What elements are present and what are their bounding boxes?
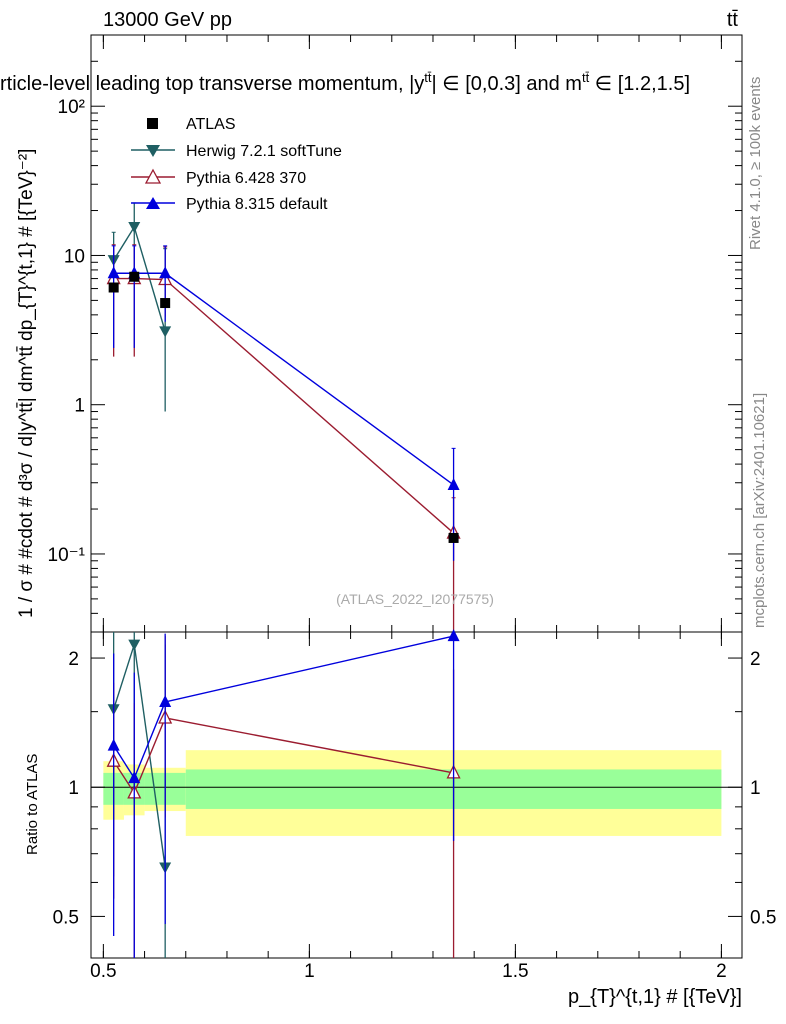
x-tick-label-3: 2	[716, 961, 727, 982]
rivet-label: Rivet 4.1.0, ≥ 100k events	[747, 77, 764, 250]
point-ratio-pythia8-0	[107, 738, 120, 751]
legend-label-herwig: Herwig 7.2.1 softTune	[186, 143, 342, 160]
series-atlas	[108, 271, 459, 543]
point-main-pythia8-3	[447, 477, 460, 490]
legend-label-atlas: ATLAS	[186, 116, 236, 133]
mcplots-label: mcplots.cern.ch [arXiv:2401.10621]	[751, 393, 768, 628]
point-ratio-pythia8-1	[128, 771, 141, 784]
x-axis-label: p_{T}^{t,1} # [{TeV}]	[568, 986, 742, 1008]
point-main-herwig-1	[128, 222, 141, 234]
x-tick-label-0: 0.5	[90, 961, 116, 982]
point-atlas-0	[108, 282, 119, 293]
line-ratio-herwig	[112, 644, 166, 868]
y-axis-label-main: 1 / σ # #cdot # d³σ / d|y^tt̄| dm^tt̄ dp…	[16, 149, 37, 618]
legend-marker-atlas	[147, 118, 158, 129]
ratio-tick-label-right-1: 1	[750, 778, 761, 799]
ratio-uncertainty-bands	[91, 750, 742, 836]
data-series	[106, 202, 461, 958]
point-ratio-herwig-1	[128, 639, 141, 651]
ratio-tick-label-left-1: 1	[68, 778, 79, 799]
title-start: rticle-level leading top transverse mome…	[0, 73, 424, 95]
line-main-pythia8	[113, 272, 454, 486]
ratio-plot-frame	[90, 631, 743, 959]
point-atlas-1	[129, 271, 140, 282]
point-atlas-3	[448, 532, 459, 543]
legend-marker-pythia8	[146, 197, 160, 209]
legend-marker-pythia6	[144, 168, 162, 184]
main-tick-label-0: 10⁻¹	[48, 545, 86, 566]
point-main-herwig-2	[159, 326, 172, 338]
energy-label: 13000 GeV pp	[103, 9, 232, 31]
point-atlas-2	[160, 298, 171, 309]
point-ratio-pythia8-2	[159, 694, 172, 707]
analysis-watermark: (ATLAS_2022_I2077575)	[336, 591, 494, 607]
ratio-tick-label-left-2: 2	[68, 649, 79, 670]
main-tick-label-3: 10²	[58, 97, 85, 118]
legend-marker-herwig	[146, 145, 160, 157]
point-main-pythia8-2	[159, 266, 172, 279]
x-tick-label-1: 1	[304, 961, 315, 982]
title-sup-2: tt̄	[582, 70, 590, 85]
line-ratio-pythia8	[113, 635, 454, 780]
axis-ticks: 10⁻¹ 1 10 10² 0.5 1 1.5 2 0.5 0.5 1 1 2 2	[48, 34, 776, 982]
point-main-pythia8-0	[107, 266, 120, 279]
title-middle: | ∈ [0,0.3] and m	[432, 73, 582, 95]
main-tick-label-2: 10	[64, 246, 85, 267]
ratio-tick-label-left-0: 0.5	[53, 907, 79, 928]
line-main-pythia6	[113, 277, 455, 534]
point-ratio-pythia8-3	[447, 629, 460, 642]
x-tick-label-2: 1.5	[502, 961, 528, 982]
y-axis-label-ratio: Ratio to ATLAS	[24, 754, 41, 855]
legend-label-pythia6: Pythia 6.428 370	[186, 170, 306, 187]
line-ratio-pythia6	[113, 717, 454, 795]
series-herwig	[107, 202, 172, 958]
legend-label-pythia8: Pythia 8.315 default	[186, 196, 328, 213]
process-label: tt̄	[727, 9, 739, 31]
title-end: ∈ [1.2,1.5]	[589, 73, 690, 95]
plot-title: rticle-level leading top transverse mome…	[0, 70, 690, 95]
main-tick-label-1: 1	[74, 396, 85, 417]
ratio-tick-label-right-0: 0.5	[750, 907, 776, 928]
ratio-tick-label-right-2: 2	[750, 649, 761, 670]
title-sup-1: tt̄	[424, 70, 432, 85]
legend: ATLAS Herwig 7.2.1 softTune Pythia 6.428…	[131, 116, 342, 213]
